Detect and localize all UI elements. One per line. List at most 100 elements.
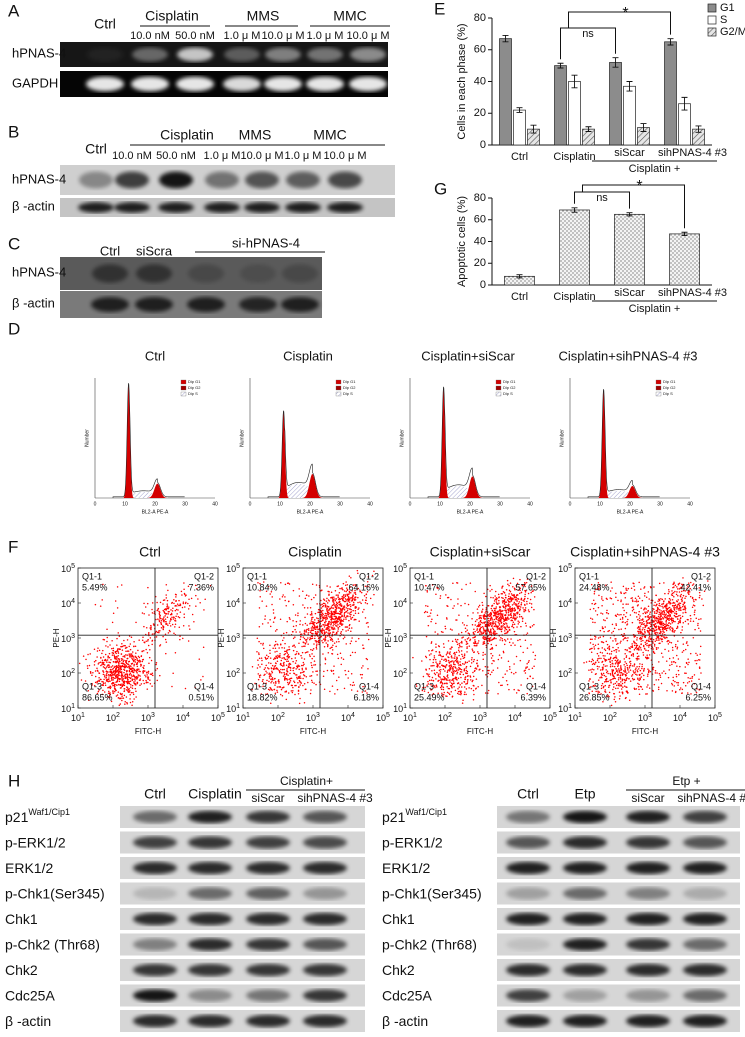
dot (129, 674, 131, 676)
dot (525, 625, 527, 627)
dot (335, 606, 337, 608)
dot (108, 674, 110, 676)
blot-band (91, 297, 129, 312)
dot (489, 633, 491, 635)
dot (513, 613, 515, 615)
dot (626, 672, 628, 674)
dot (610, 674, 612, 676)
dot (184, 593, 186, 595)
dot (131, 637, 133, 639)
dot (668, 619, 670, 621)
dot (458, 614, 460, 616)
dot (340, 605, 342, 607)
dot (693, 637, 695, 639)
dot (317, 622, 319, 624)
dot (124, 645, 126, 647)
tick-base: 10 (403, 713, 413, 723)
tick-exponent: 4 (403, 598, 407, 605)
dot (638, 686, 640, 688)
tick-exponent: 5 (386, 712, 390, 719)
dot (642, 627, 644, 629)
dot (494, 600, 496, 602)
histogram-outline (428, 387, 500, 498)
dot (117, 674, 119, 676)
dot (513, 622, 515, 624)
dot (502, 610, 504, 612)
histogram-tick: 20 (467, 501, 473, 507)
dot (436, 672, 438, 674)
tick-base: 10 (473, 713, 483, 723)
dot (645, 641, 647, 643)
dot (287, 652, 289, 654)
dot (283, 664, 285, 666)
dot (657, 607, 659, 609)
dot (305, 598, 307, 600)
dot (690, 653, 692, 655)
dot (509, 601, 511, 603)
dot (133, 646, 135, 648)
dot (636, 637, 638, 639)
dot (645, 643, 647, 645)
dot (613, 650, 615, 652)
dot (620, 640, 622, 642)
dot (159, 613, 161, 615)
dot (169, 620, 171, 622)
dot (137, 650, 139, 652)
dot (480, 621, 482, 623)
dot (625, 670, 627, 672)
dot (317, 625, 319, 627)
dot (106, 666, 108, 668)
dot (662, 656, 664, 658)
dot (116, 638, 118, 640)
dot (284, 674, 286, 676)
dot (504, 626, 506, 628)
dot (314, 638, 316, 640)
dot (679, 615, 681, 617)
dot (609, 653, 611, 655)
dot (612, 689, 614, 691)
dot (152, 633, 154, 635)
dot (519, 601, 521, 603)
dot (458, 647, 460, 649)
dot (163, 620, 165, 622)
dot (485, 596, 487, 598)
dot (499, 639, 501, 641)
dot (338, 638, 340, 640)
dot (491, 639, 493, 641)
dot (285, 691, 287, 693)
dot (492, 605, 494, 607)
dot (683, 643, 685, 645)
dot (435, 643, 437, 645)
dot (622, 674, 624, 676)
dot (128, 653, 130, 655)
tick-exponent: 3 (151, 712, 155, 719)
dot (522, 600, 524, 602)
dot (477, 686, 479, 688)
dot (340, 633, 342, 635)
dot (270, 657, 272, 659)
dot (613, 683, 615, 685)
dot (184, 606, 186, 608)
dot (291, 685, 293, 687)
dot (668, 611, 670, 613)
dot (600, 669, 602, 671)
dot (617, 674, 619, 676)
dot (134, 680, 136, 682)
dot (511, 599, 513, 601)
dot (666, 620, 668, 622)
dot (476, 626, 478, 628)
dot (500, 612, 502, 614)
dot (332, 639, 334, 641)
dot (519, 639, 521, 641)
log-tick-label: 104 (176, 712, 190, 724)
dot (144, 675, 146, 677)
dot (276, 667, 278, 669)
dot (471, 662, 473, 664)
dot (437, 614, 439, 616)
dot (299, 684, 301, 686)
dot (458, 694, 460, 696)
dot (434, 673, 436, 675)
dot (636, 601, 638, 603)
blot-band (204, 202, 240, 213)
dot (185, 603, 187, 605)
